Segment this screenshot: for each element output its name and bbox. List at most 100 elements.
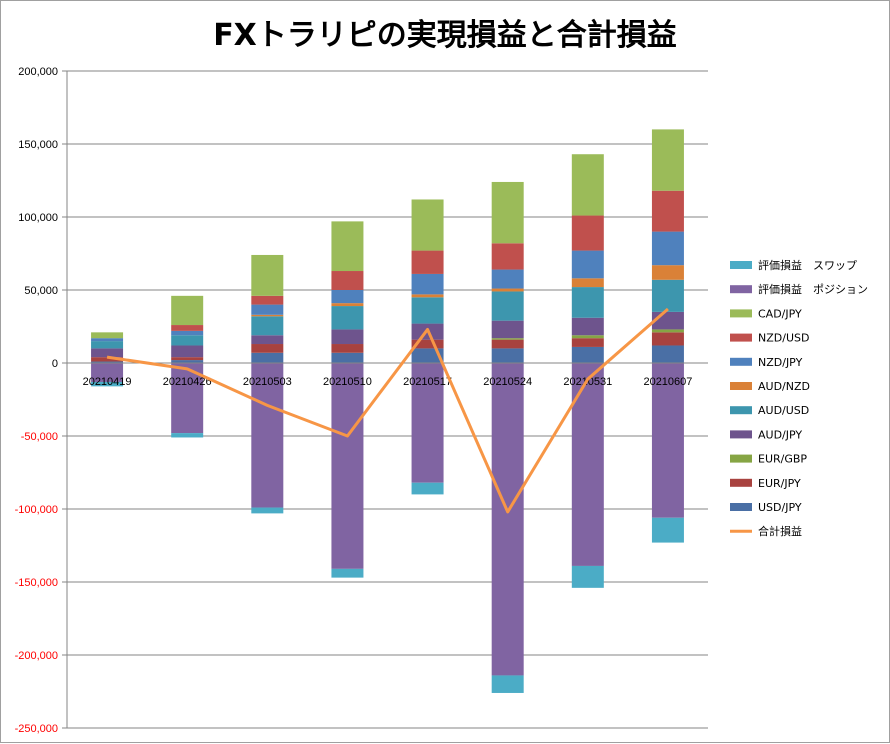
y-tick-label: -100,000 bbox=[15, 504, 58, 516]
total-line-path bbox=[106, 307, 669, 514]
legend-label: NZD/USD bbox=[758, 332, 809, 345]
legend-label: 合計損益 bbox=[758, 524, 802, 538]
chart-title: FXトラリピの実現損益と合計損益 bbox=[213, 18, 677, 53]
bar-segment bbox=[491, 363, 524, 676]
x-tick-label: 20210524 bbox=[483, 376, 532, 388]
legend-swatch bbox=[730, 406, 752, 415]
bar-segment bbox=[651, 517, 684, 543]
bar-segment bbox=[91, 357, 124, 362]
bar-segment bbox=[171, 433, 204, 438]
bar-segment bbox=[491, 269, 524, 289]
bar-segment bbox=[91, 363, 124, 382]
legend-item: EUR/GBP bbox=[730, 453, 807, 466]
x-tick-label: 20210607 bbox=[643, 376, 692, 388]
bar-segment bbox=[331, 352, 364, 363]
bar-segment bbox=[251, 363, 284, 508]
legend-swatch bbox=[730, 382, 752, 390]
bar-segment bbox=[251, 254, 284, 296]
legend-item: USD/JPY bbox=[730, 501, 802, 514]
bar-segment bbox=[491, 338, 524, 340]
bar-segment bbox=[571, 565, 604, 588]
bar-segment bbox=[411, 339, 444, 349]
bar-segment bbox=[331, 303, 364, 307]
bar-segment bbox=[251, 507, 284, 514]
legend-label: AUD/USD bbox=[758, 404, 809, 417]
bar-segment bbox=[411, 294, 444, 298]
bar-segment bbox=[251, 314, 284, 317]
bar-segment bbox=[411, 250, 444, 274]
bar-segment bbox=[171, 357, 204, 361]
legend-label: CAD/JPY bbox=[758, 307, 802, 320]
bar-segment bbox=[491, 320, 524, 339]
bar-segment bbox=[571, 278, 604, 288]
bar-segment bbox=[331, 363, 364, 569]
bar-segment bbox=[171, 295, 204, 326]
legend-label: NZD/JPY bbox=[758, 356, 803, 369]
bar-segment bbox=[331, 568, 364, 578]
bar-segment bbox=[91, 348, 124, 358]
y-tick-label: 150,000 bbox=[18, 139, 58, 151]
bar-segment bbox=[491, 675, 524, 693]
y-tick-label: -200,000 bbox=[15, 650, 58, 662]
bar-segment bbox=[491, 288, 524, 292]
bar-segment bbox=[91, 341, 124, 349]
x-tick-label: 20210517 bbox=[403, 376, 452, 388]
legend-label: USD/JPY bbox=[758, 501, 802, 514]
y-tick-label: 100,000 bbox=[18, 212, 58, 224]
bar-segment bbox=[171, 325, 204, 331]
bars bbox=[91, 129, 684, 693]
bar-segment bbox=[331, 344, 364, 353]
bar-segment bbox=[331, 290, 364, 304]
legend-swatch bbox=[730, 503, 752, 511]
x-tick-label: 20210426 bbox=[163, 376, 212, 388]
bar-segment bbox=[571, 338, 604, 347]
bar-segment bbox=[571, 317, 604, 336]
bar-segment bbox=[411, 482, 444, 495]
bar-segment bbox=[251, 335, 284, 345]
legend-swatch bbox=[730, 478, 752, 487]
bar-segment bbox=[651, 332, 684, 346]
legend-swatch bbox=[730, 285, 752, 294]
bar-segment bbox=[571, 215, 604, 251]
bar-segment bbox=[411, 348, 444, 363]
axes: 200,000 150,000 100,000 50,000 0 -50,000 -100,… bbox=[15, 66, 708, 735]
bar-segment bbox=[251, 352, 284, 363]
bar-segment bbox=[651, 279, 684, 312]
bar-segment bbox=[91, 361, 124, 363]
bar-segment bbox=[331, 329, 364, 345]
bar-segment bbox=[251, 316, 284, 336]
legend-swatch bbox=[730, 261, 752, 269]
legend-item: 合計損益 bbox=[730, 524, 802, 538]
bar-segment bbox=[331, 271, 364, 290]
bar-segment bbox=[651, 190, 684, 232]
legend-label: EUR/GBP bbox=[758, 453, 807, 466]
bar-segment bbox=[571, 250, 604, 279]
y-tick-label: 200,000 bbox=[18, 66, 58, 78]
bar-segment bbox=[251, 295, 284, 305]
total-line bbox=[106, 307, 669, 514]
legend-label: AUD/JPY bbox=[758, 428, 802, 441]
bar-segment bbox=[571, 346, 604, 363]
bar-segment bbox=[411, 273, 444, 295]
bar-segment bbox=[491, 291, 524, 321]
x-tick-label: 20210419 bbox=[83, 376, 132, 388]
bar-segment bbox=[571, 363, 604, 566]
bar-segment bbox=[491, 181, 524, 244]
legend-item: NZD/JPY bbox=[730, 356, 803, 369]
legend-label: AUD/NZD bbox=[758, 380, 810, 393]
y-tick-label: 50,000 bbox=[24, 285, 58, 297]
bar-segment bbox=[91, 338, 124, 342]
legend-label: EUR/JPY bbox=[758, 477, 801, 490]
bar-segment bbox=[411, 297, 444, 324]
bar-segment bbox=[171, 345, 204, 358]
bar-segment bbox=[411, 199, 444, 251]
legend-item: NZD/USD bbox=[730, 332, 809, 345]
bar-segment bbox=[91, 332, 124, 339]
bar-segment bbox=[331, 306, 364, 330]
y-tick-label: -150,000 bbox=[15, 577, 58, 589]
gridlines bbox=[67, 70, 708, 729]
legend-item: AUD/NZD bbox=[730, 380, 810, 393]
